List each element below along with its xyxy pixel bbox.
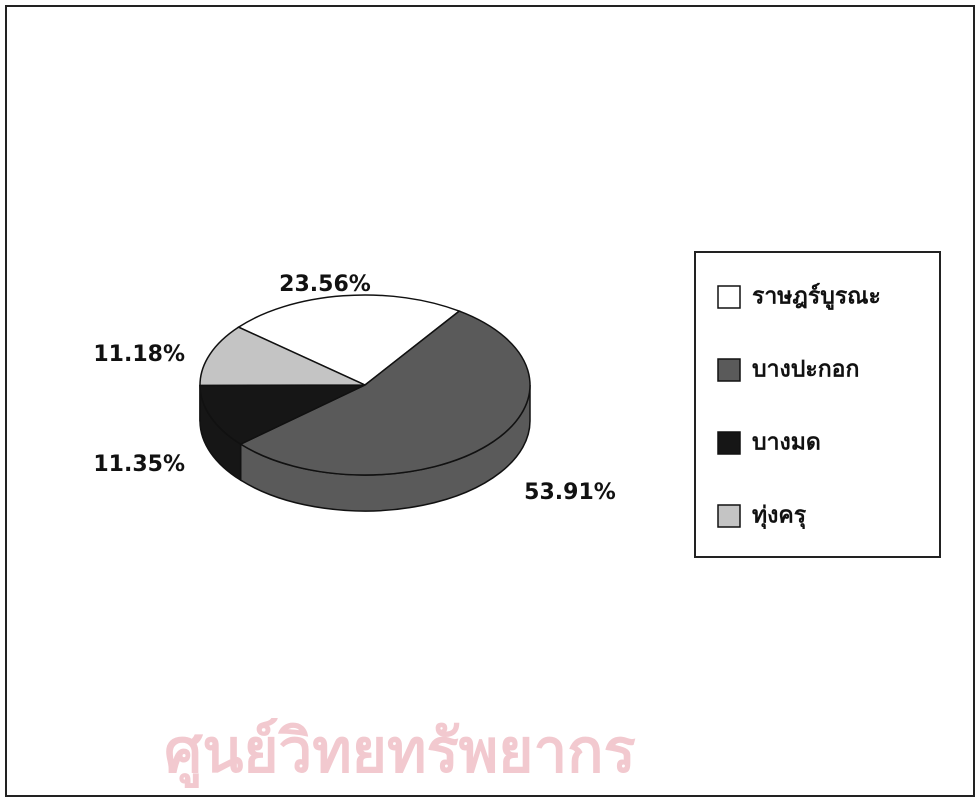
slice (199, 326, 366, 387)
data-label: 11.18% (93, 342, 185, 367)
data-label: 11.35% (93, 452, 185, 477)
legend-swatch (717, 285, 741, 309)
chart-border (5, 5, 975, 797)
slice (199, 384, 366, 446)
watermark: ศูนย์วิทยทรัพยากร (164, 717, 635, 789)
legend-label: ทุ่งครุ (752, 503, 807, 530)
data-label: 53.91% (524, 480, 616, 505)
legend-label: บางปะกอก (752, 357, 859, 383)
data-label: 23.56% (279, 272, 371, 297)
legend-label: บางมด (752, 430, 821, 456)
legend-swatch (717, 504, 741, 528)
slice (237, 294, 461, 386)
legend-label: ราษฎร์บูรณะ (752, 283, 881, 311)
slice (239, 310, 531, 476)
legend-swatch (717, 358, 741, 382)
legend-swatch (717, 431, 741, 455)
